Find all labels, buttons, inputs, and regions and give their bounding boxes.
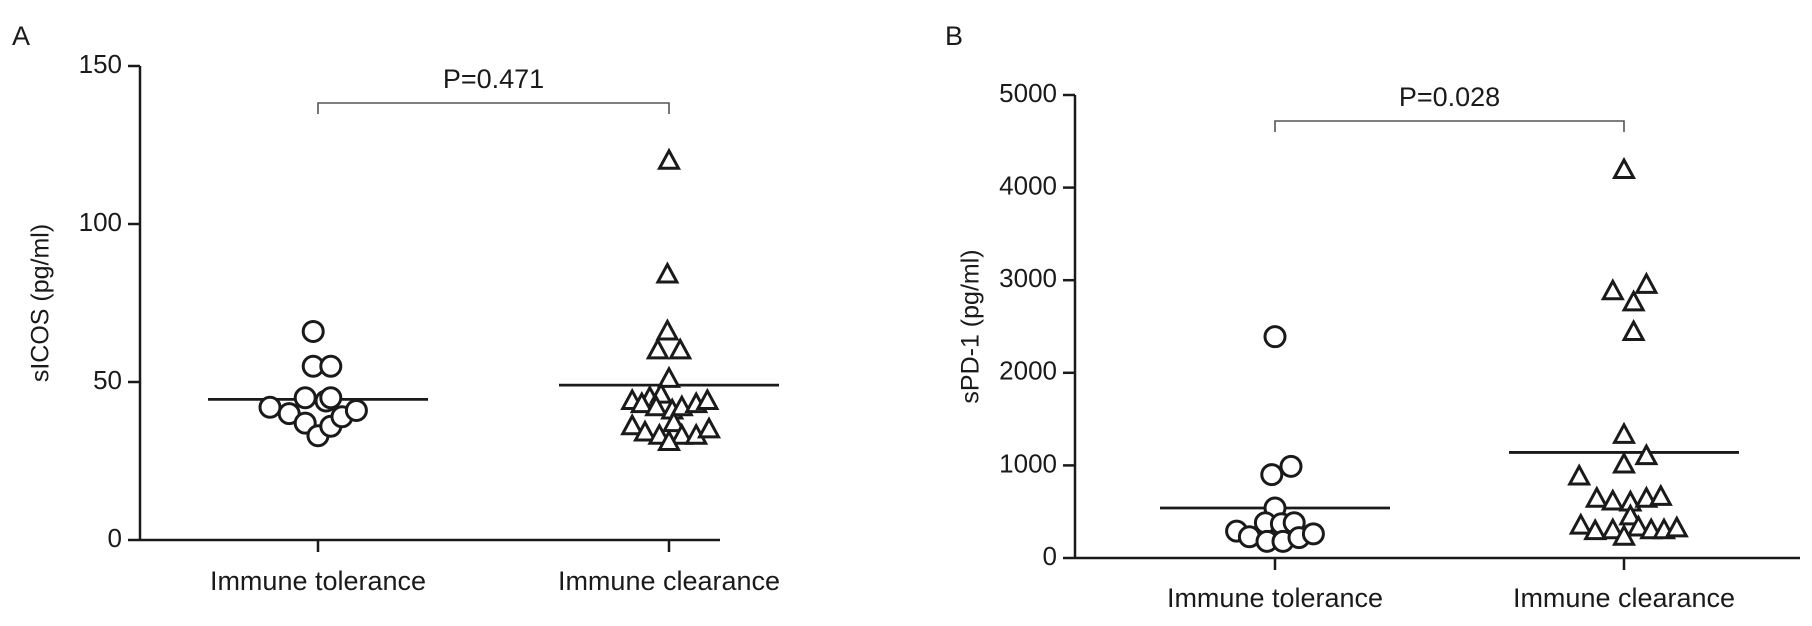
data-point-triangle: [1567, 463, 1592, 486]
x-tick-label: Immune tolerance: [1167, 583, 1383, 613]
y-tick-label: 5000: [999, 78, 1057, 108]
significance-bracket: [317, 102, 670, 114]
data-point-triangle: [656, 428, 682, 452]
data-point-triangle: [1621, 318, 1646, 342]
data-point-triangle: [1584, 485, 1609, 508]
y-tick-label: 150: [79, 49, 122, 79]
y-tick-label: 3000: [999, 263, 1057, 293]
x-tick-label: Immune tolerance: [210, 566, 426, 596]
y-tick-label: 2000: [999, 356, 1057, 386]
y-tick-label: 0: [1043, 541, 1057, 571]
data-point-triangle: [669, 422, 694, 445]
data-point-triangle: [1634, 442, 1659, 466]
data-point-circle: [258, 395, 282, 419]
data-point-triangle: [1568, 512, 1593, 535]
data-point-circle: [319, 354, 343, 378]
data-point-triangle: [696, 416, 722, 439]
data-point-triangle: [1664, 515, 1689, 538]
data-point-triangle: [1648, 483, 1673, 506]
y-tick-label: 100: [79, 207, 122, 237]
p-value-annotation: P=0.028: [1399, 82, 1500, 112]
data-point-triangle: [620, 413, 645, 436]
data-point-triangle: [1611, 523, 1637, 546]
data-point-triangle: [644, 394, 669, 417]
data-point-triangle: [632, 419, 658, 442]
data-point-triangle: [1611, 421, 1637, 444]
data-point-triangle: [1600, 488, 1625, 511]
data-point-triangle: [1611, 156, 1637, 180]
y-axis-label: sICOS (pg/ml): [27, 224, 55, 382]
data-point-circle: [344, 398, 368, 422]
significance-bracket: [1274, 120, 1625, 132]
data-point-triangle: [1626, 514, 1651, 537]
data-point-circle: [319, 386, 343, 410]
y-tick-label: 0: [108, 523, 122, 553]
data-point-triangle: [1600, 517, 1625, 540]
data-point-triangle: [645, 337, 670, 360]
data-point-circle: [1260, 463, 1284, 487]
data-point-triangle: [1618, 503, 1643, 526]
panel-label: B: [945, 21, 963, 51]
y-tick-label: 4000: [999, 170, 1057, 200]
data-point-triangle: [695, 387, 720, 410]
p-value-annotation: P=0.471: [443, 64, 544, 94]
y-tick-label: 50: [93, 365, 122, 395]
data-point-triangle: [629, 390, 654, 414]
data-point-triangle: [1583, 518, 1608, 541]
data-point-circle: [301, 319, 325, 343]
y-axis-label: sPD-1 (pg/ml): [957, 249, 985, 403]
data-point-triangle: [661, 409, 686, 433]
data-point-circle: [293, 386, 317, 410]
data-point-circle: [1301, 522, 1325, 546]
y-tick-label: 1000: [999, 448, 1057, 478]
data-point-circle: [1263, 325, 1287, 349]
data-point-triangle: [1621, 289, 1646, 312]
data-point-triangle: [655, 318, 680, 341]
data-point-triangle: [656, 147, 682, 170]
x-tick-label: Immune clearance: [1513, 583, 1735, 613]
x-tick-label: Immune clearance: [558, 566, 780, 596]
data-point-triangle: [1600, 278, 1625, 301]
data-point-triangle: [668, 337, 693, 360]
data-point-triangle: [655, 261, 680, 284]
data-point-triangle: [1634, 271, 1659, 294]
panel-label: A: [12, 21, 30, 51]
data-point-circle: [1279, 454, 1303, 478]
data-point-triangle: [656, 365, 682, 388]
data-point-triangle: [1611, 451, 1637, 474]
